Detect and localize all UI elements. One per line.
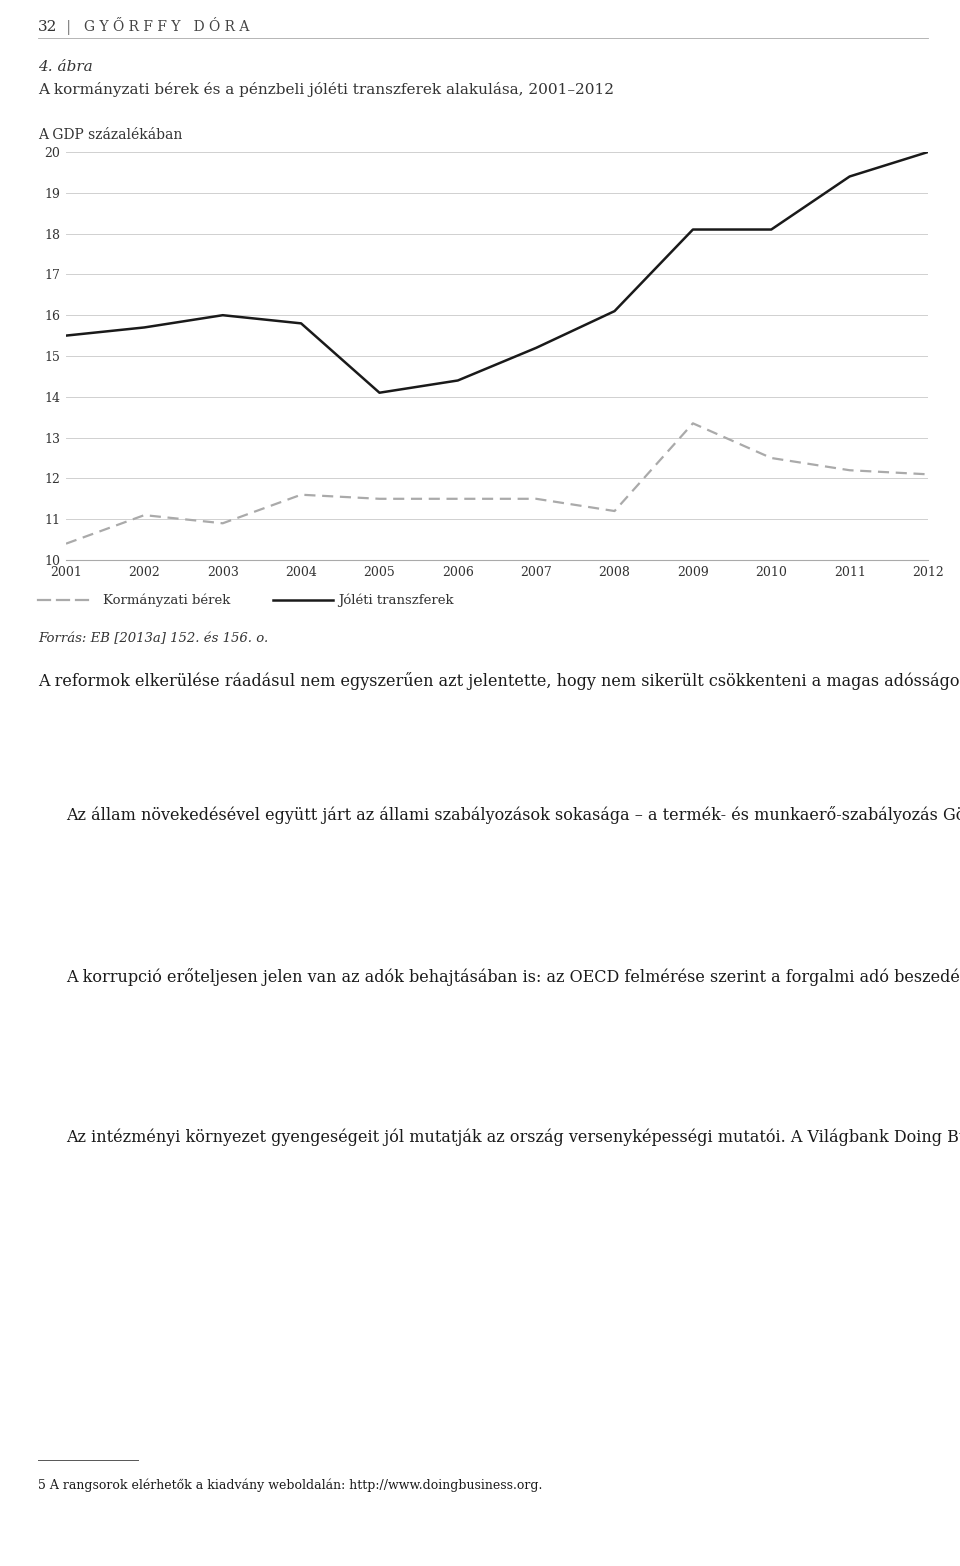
Text: A korrupció erőteljesen jelen van az adók behajtásában is: az OECD felmérése sze: A korrupció erőteljesen jelen van az adó… — [66, 968, 960, 987]
Text: Az állam növekedésével együtt járt az állami szabályozások sokasága – a termék- : Az állam növekedésével együtt járt az ál… — [66, 806, 960, 824]
Text: A kormányzati bérek és a pénzbeli jóléti transzferek alakulása, 2001–2012: A kormányzati bérek és a pénzbeli jóléti… — [38, 81, 614, 97]
Text: Az intézményi környezet gyengeségeit jól mutatják az ország versenyképességi mut: Az intézményi környezet gyengeségeit jól… — [66, 1128, 960, 1146]
Text: A GDP százalékában: A GDP százalékában — [38, 128, 182, 143]
Text: 32: 32 — [38, 20, 58, 34]
Text: 4. ábra: 4. ábra — [38, 60, 93, 74]
Text: Forrás: EB [2013a] 152. és 156. o.: Forrás: EB [2013a] 152. és 156. o. — [38, 633, 268, 645]
Text: G Y Ő R F F Y   D Ó R A: G Y Ő R F F Y D Ó R A — [84, 20, 250, 34]
Text: Jóléti transzferek: Jóléti transzferek — [338, 594, 454, 606]
Text: 5 A rangsorok elérhetők a kiadvány weboldalán: http://www.doingbusiness.org.: 5 A rangsorok elérhetők a kiadvány webol… — [38, 1478, 542, 1491]
Text: Kormányzati bérek: Kormányzati bérek — [103, 594, 230, 606]
Text: A reformok elkerülése ráadásul nem egyszerűen azt jelentette, hogy nem sikerült : A reformok elkerülése ráadásul nem egysz… — [38, 672, 960, 691]
Text: |: | — [66, 20, 71, 34]
